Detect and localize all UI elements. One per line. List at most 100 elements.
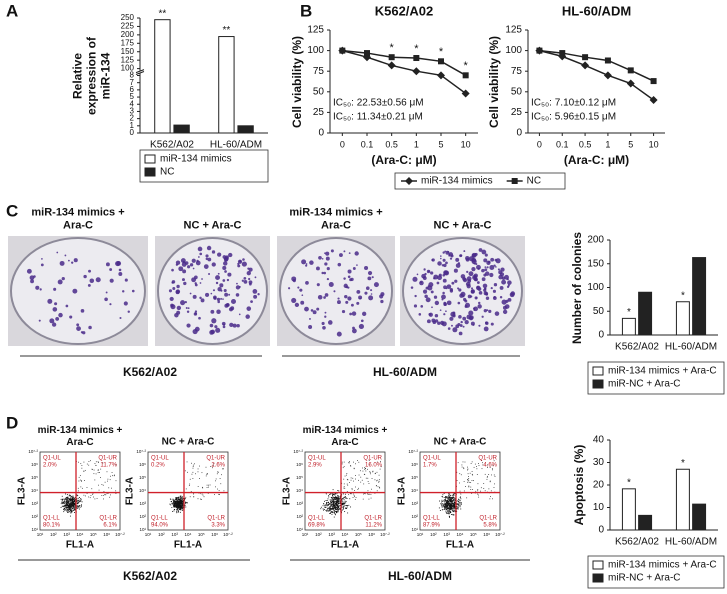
event [490,496,491,497]
event [346,498,348,499]
event [335,503,337,505]
quadrant-name: Q1-LL [423,516,440,522]
event [71,496,73,498]
plot-caption: miR-134 mimics + Ara-C [302,425,388,448]
event [470,486,472,488]
event [215,486,216,488]
event [336,503,338,505]
event [206,487,208,488]
event [338,506,340,508]
event [375,480,377,482]
event [184,504,186,506]
event [80,486,82,488]
event [493,483,495,485]
event [176,505,178,507]
event [480,487,482,489]
event [344,493,346,495]
event [353,461,354,463]
colony [458,315,462,319]
event [64,498,66,500]
event [332,495,333,497]
colony [238,313,241,316]
legend-label: NC [160,167,174,178]
event [457,462,459,464]
colony [433,277,436,280]
event [371,478,373,479]
event [351,489,353,491]
colony [501,299,507,305]
colony [442,258,446,262]
event [453,502,455,503]
event [324,505,326,507]
event [67,508,69,510]
event [472,489,474,490]
event [367,494,369,495]
event [483,487,485,489]
event [445,497,447,499]
event [173,505,175,507]
event [78,500,80,502]
event [202,487,204,489]
colony [351,311,357,316]
colony [434,300,440,306]
event [212,467,213,469]
event [347,512,349,514]
event [450,509,452,511]
event [97,469,99,471]
event [175,497,177,499]
y-tick-label: 10³ [139,501,146,506]
event [80,463,82,465]
colony [194,312,197,315]
event [370,497,372,499]
x-tick-label: 10¹ [37,532,44,537]
event [74,496,76,498]
event [476,493,478,495]
event [94,498,96,500]
event [182,508,184,510]
event [179,504,181,506]
event [448,500,450,502]
event [180,506,182,508]
event [70,496,72,498]
event [493,460,495,462]
event [83,494,85,496]
event [460,493,462,495]
event [218,471,219,473]
colony [450,311,456,317]
event [341,463,343,465]
event [63,502,65,504]
colony [226,278,230,282]
colony [367,276,372,281]
event [477,483,479,485]
colony [194,282,197,285]
event [73,500,75,501]
y-tick-label: 10⁴ [296,488,303,493]
event [97,470,99,471]
event [451,507,452,509]
y-tick-label: 0 [318,128,324,139]
event [488,474,490,475]
event [329,501,331,503]
event [71,497,73,499]
event [191,473,193,475]
event [70,509,72,511]
event [70,500,72,502]
event [77,502,79,504]
event [72,498,74,500]
colony [104,297,108,302]
event [449,506,451,508]
colony [89,278,95,284]
event [176,504,178,506]
event [180,503,182,505]
event [332,501,334,503]
event [445,496,447,497]
colony [489,265,495,271]
colony [169,296,174,302]
event [451,514,452,515]
colony [477,267,480,270]
event [445,503,447,504]
event [355,463,356,465]
event [330,509,332,511]
event [69,506,71,508]
event [477,489,479,490]
